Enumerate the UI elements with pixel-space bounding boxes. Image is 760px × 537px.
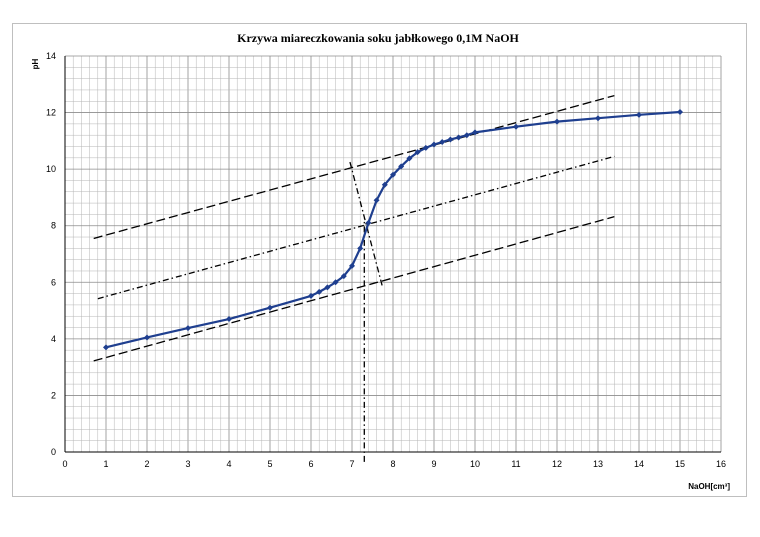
data-point <box>390 171 396 178</box>
annotation-line-dashed <box>93 94 615 240</box>
data-point <box>677 109 683 116</box>
annotation-line-dashed <box>93 216 615 362</box>
data-point <box>406 155 413 162</box>
y-tick-label: 12 <box>46 108 56 118</box>
y-tick-label: 4 <box>51 334 56 344</box>
data-point <box>357 245 364 252</box>
data-point <box>439 138 446 145</box>
x-tick-label: 7 <box>349 459 354 469</box>
data-point <box>455 134 462 141</box>
y-tick-label: 6 <box>51 277 56 287</box>
data-point <box>414 149 421 156</box>
x-tick-label: 2 <box>144 459 149 469</box>
annotation-line-dash-dot <box>97 155 615 300</box>
annotation-lines <box>93 94 615 462</box>
data-point <box>463 132 470 139</box>
data-point <box>636 111 642 118</box>
data-point <box>316 288 323 295</box>
data-point <box>373 197 380 204</box>
x-tick-label: 0 <box>62 459 67 469</box>
data-point <box>226 316 232 323</box>
y-tick-label: 2 <box>51 390 56 400</box>
data-point <box>267 304 273 311</box>
x-tick-label: 1 <box>103 459 108 469</box>
chart-title: Krzywa miareczkowania soku jabłkowego 0,… <box>237 31 519 45</box>
data-point <box>349 262 355 269</box>
x-tick-label: 14 <box>634 459 644 469</box>
x-tick-label: 8 <box>390 459 395 469</box>
annotation-line-dash-dot <box>349 161 384 289</box>
data-point <box>144 334 150 341</box>
x-tick-label: 16 <box>716 459 726 469</box>
data-point <box>472 129 478 136</box>
y-tick-label: 8 <box>51 221 56 231</box>
data-point <box>513 123 519 130</box>
y-tick-label: 0 <box>51 447 56 457</box>
x-tick-label: 9 <box>431 459 436 469</box>
data-point <box>332 279 339 286</box>
x-axis-label: NaOH[cm³] <box>688 482 730 491</box>
data-point <box>365 219 372 226</box>
x-tick-label: 13 <box>593 459 603 469</box>
y-tick-label: 14 <box>46 51 56 61</box>
y-axis-label: pH <box>31 58 40 69</box>
x-tick-label: 10 <box>470 459 480 469</box>
data-point <box>422 144 429 151</box>
data-point <box>324 284 331 291</box>
data-point <box>185 325 191 332</box>
data-point <box>103 344 109 351</box>
data-point <box>340 273 347 280</box>
data-point <box>554 118 560 125</box>
data-point <box>447 136 454 143</box>
x-tick-label: 11 <box>511 459 520 469</box>
y-tick-label: 10 <box>46 164 56 174</box>
x-tick-label: 5 <box>267 459 272 469</box>
x-tick-label: 3 <box>185 459 190 469</box>
data-point <box>308 292 314 299</box>
series-layer <box>103 109 683 351</box>
x-tick-label: 6 <box>308 459 313 469</box>
data-point <box>595 115 601 122</box>
data-point <box>381 181 388 188</box>
x-tick-label: 12 <box>552 459 562 469</box>
x-tick-label: 15 <box>675 459 685 469</box>
axes <box>64 56 721 453</box>
data-point <box>398 163 405 170</box>
data-point <box>431 141 437 148</box>
x-tick-label: 4 <box>226 459 231 469</box>
